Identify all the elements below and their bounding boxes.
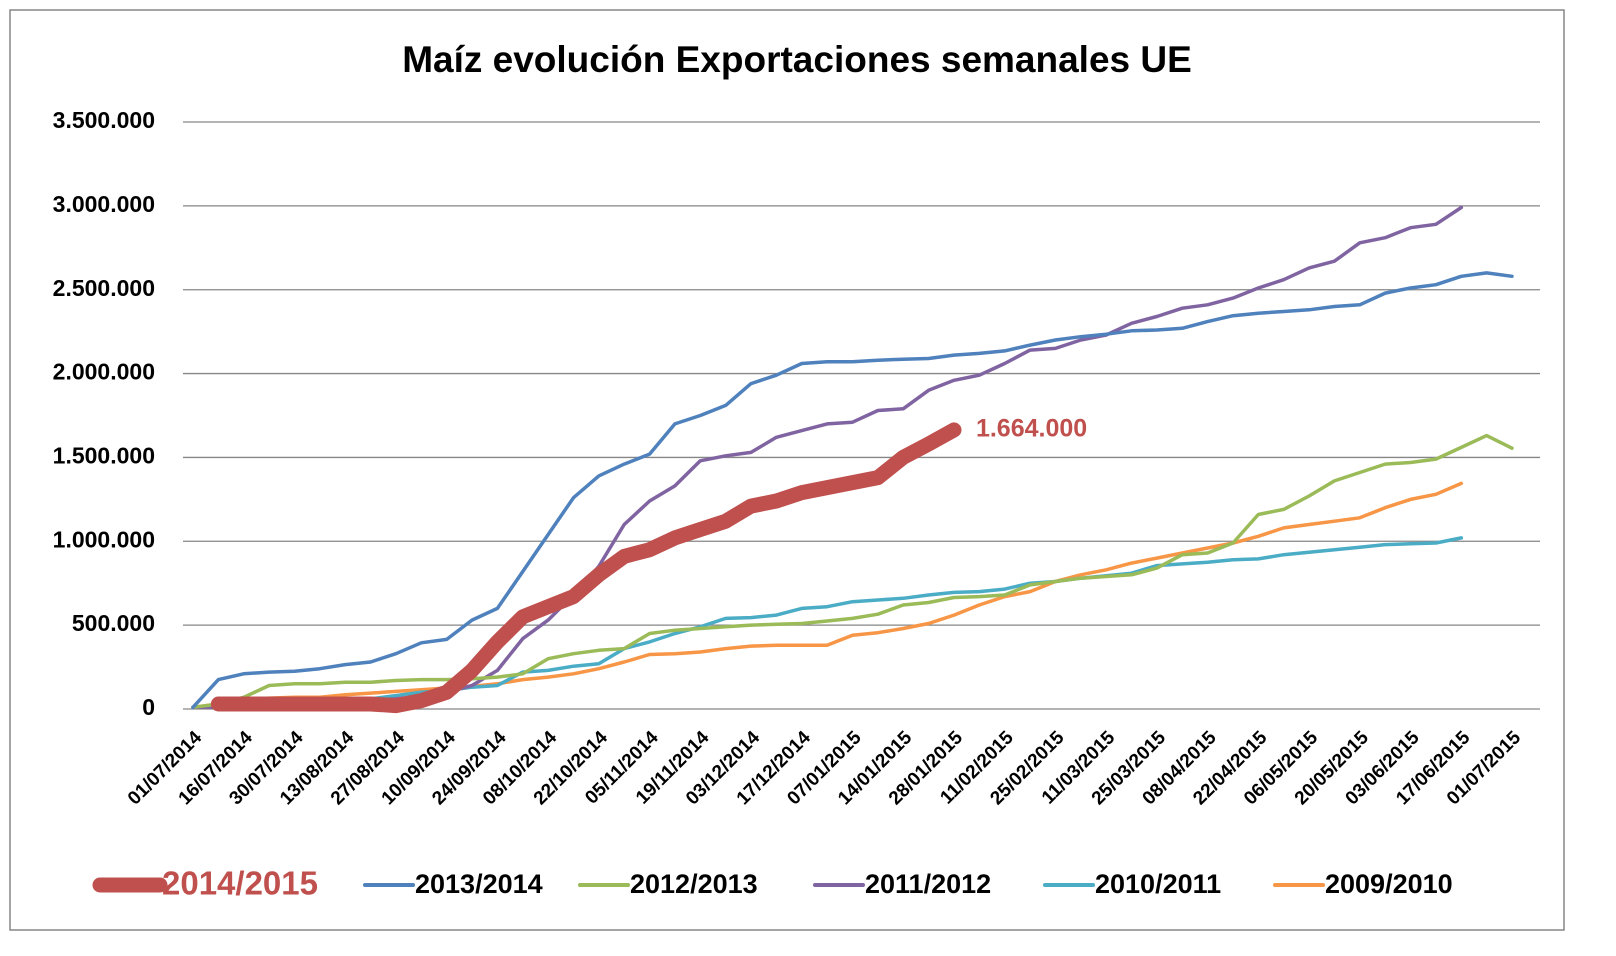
legend-label: 2012/2013 <box>630 869 758 899</box>
y-tick-label: 2.000.000 <box>53 359 155 385</box>
series: 1.664.000 <box>210 415 1087 714</box>
y-tick-label: 1.000.000 <box>53 526 155 552</box>
line <box>210 422 962 714</box>
legend-label: 2009/2010 <box>1325 869 1453 899</box>
y-tick-label: 500.000 <box>72 610 155 636</box>
line <box>191 271 1514 710</box>
y-tick-label: 2.500.000 <box>53 275 155 301</box>
data-label: 1.664.000 <box>976 415 1087 443</box>
y-tick-label: 1.500.000 <box>53 443 155 469</box>
legend-label: 2014/2015 <box>162 865 318 902</box>
line <box>191 433 1514 710</box>
y-tick-label: 0 <box>142 694 155 720</box>
line <box>191 481 1464 710</box>
y-tick-label: 3.500.000 <box>53 107 155 133</box>
chart-border <box>9 9 1565 931</box>
line <box>191 536 1464 710</box>
y-tick-label: 3.000.000 <box>53 191 155 217</box>
chart-title: Maíz evolución Exportaciones semanales U… <box>402 39 1192 80</box>
series <box>191 481 1464 710</box>
series <box>191 433 1514 710</box>
series <box>191 271 1514 710</box>
series <box>191 536 1464 710</box>
legend-label: 2011/2012 <box>865 869 991 899</box>
legend-label: 2010/2011 <box>1095 869 1221 899</box>
legend-label: 2013/2014 <box>415 869 543 899</box>
